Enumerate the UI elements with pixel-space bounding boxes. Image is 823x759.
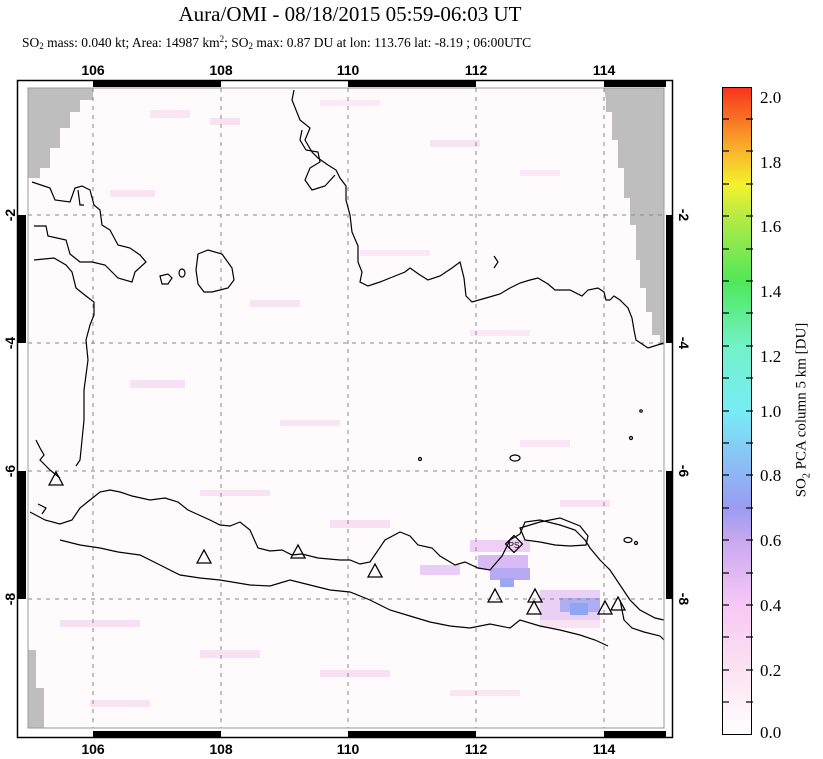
map-title: Aura/OMI - 08/18/2015 05:59-06:03 UT bbox=[178, 2, 522, 26]
colorbar-title-suffix: PCA column 5 km [DU] bbox=[793, 322, 810, 474]
coastlines bbox=[29, 89, 665, 647]
ps-label: PS bbox=[509, 541, 520, 550]
colorbar-title-sub: 2 bbox=[801, 473, 813, 479]
lat-label-left: -6 bbox=[2, 464, 18, 478]
ps-marker-icon: PS bbox=[504, 534, 524, 554]
colorbar-tick-label: 0.6 bbox=[760, 531, 782, 550]
lat-label-right: -8 bbox=[676, 592, 692, 606]
lon-label-top: 112 bbox=[464, 62, 488, 78]
colorbar-tick-label: 1.8 bbox=[760, 153, 782, 172]
lat-label-left: -8 bbox=[2, 592, 18, 606]
lat-label-right: -6 bbox=[676, 464, 692, 478]
colorbar-tick-label: 1.0 bbox=[760, 402, 782, 421]
area-superscript: 2 bbox=[219, 34, 225, 44]
lon-label-bottom: 108 bbox=[209, 741, 233, 757]
lat-label-left: -2 bbox=[2, 208, 18, 222]
volcano-markers bbox=[47, 470, 627, 615]
colorbar-tick-label: 0.8 bbox=[760, 466, 782, 485]
lon-label-bottom: 106 bbox=[81, 741, 105, 757]
colorbar-tick-label: 1.4 bbox=[760, 282, 782, 301]
volcano-triangle-icon bbox=[47, 470, 65, 486]
lon-label-top: 110 bbox=[336, 62, 360, 78]
mass-area-text: mass: 0.040 kt; Area: 14987 km bbox=[43, 35, 220, 50]
lat-label-right: -4 bbox=[676, 336, 692, 350]
colorbar-tick-label: 0.2 bbox=[760, 661, 782, 680]
lon-label-bottom: 112 bbox=[464, 741, 488, 757]
colorbar-title: SO2 PCA column 5 km [DU] bbox=[794, 323, 813, 498]
colorbar-tick-label: 2.0 bbox=[760, 88, 782, 107]
lon-label-bottom: 114 bbox=[592, 741, 616, 757]
so2-subscript: 2 bbox=[39, 41, 44, 51]
so2-subscript: 2 bbox=[248, 41, 254, 51]
so2-label: SO bbox=[22, 35, 40, 50]
separator: ; bbox=[224, 35, 232, 50]
volcano-triangle-icon bbox=[596, 599, 614, 615]
volcano-triangle-icon bbox=[486, 587, 504, 603]
no-data-region bbox=[28, 88, 664, 728]
lat-label-right: -2 bbox=[676, 208, 692, 222]
so2-label: SO bbox=[231, 35, 249, 50]
volcano-triangle-icon bbox=[289, 543, 307, 559]
lon-label-top: 108 bbox=[209, 62, 233, 78]
lon-label-top: 106 bbox=[81, 62, 105, 78]
colorbar-tick-label: 1.6 bbox=[760, 217, 782, 236]
so2-plume bbox=[420, 540, 600, 620]
colorbar-tick-label: 1.2 bbox=[760, 347, 782, 366]
colorbar-title-prefix: SO bbox=[793, 478, 810, 498]
volcano-triangle-icon bbox=[366, 562, 384, 578]
map-subtitle: SO2 mass: 0.040 kt; Area: 14987 km2; SO2… bbox=[22, 34, 531, 51]
plot-border bbox=[27, 87, 665, 729]
lon-label-top: 114 bbox=[592, 62, 616, 78]
so2-max-text: max: 0.87 DU at lon: 113.76 lat: -8.19 ;… bbox=[253, 35, 532, 50]
volcano-triangle-icon bbox=[525, 599, 543, 615]
colorbar-tick-label: 0.0 bbox=[760, 723, 782, 742]
so2-noise bbox=[60, 100, 610, 707]
map-frame bbox=[16, 79, 674, 739]
colorbar-ticks bbox=[722, 118, 753, 703]
graticule bbox=[28, 88, 664, 728]
colorbar-tick-label: 0.4 bbox=[760, 596, 782, 615]
lon-label-bottom: 110 bbox=[336, 741, 360, 757]
volcano-triangle-icon bbox=[195, 548, 213, 564]
volcano-triangle-icon bbox=[609, 595, 627, 611]
lat-label-left: -4 bbox=[2, 336, 18, 350]
